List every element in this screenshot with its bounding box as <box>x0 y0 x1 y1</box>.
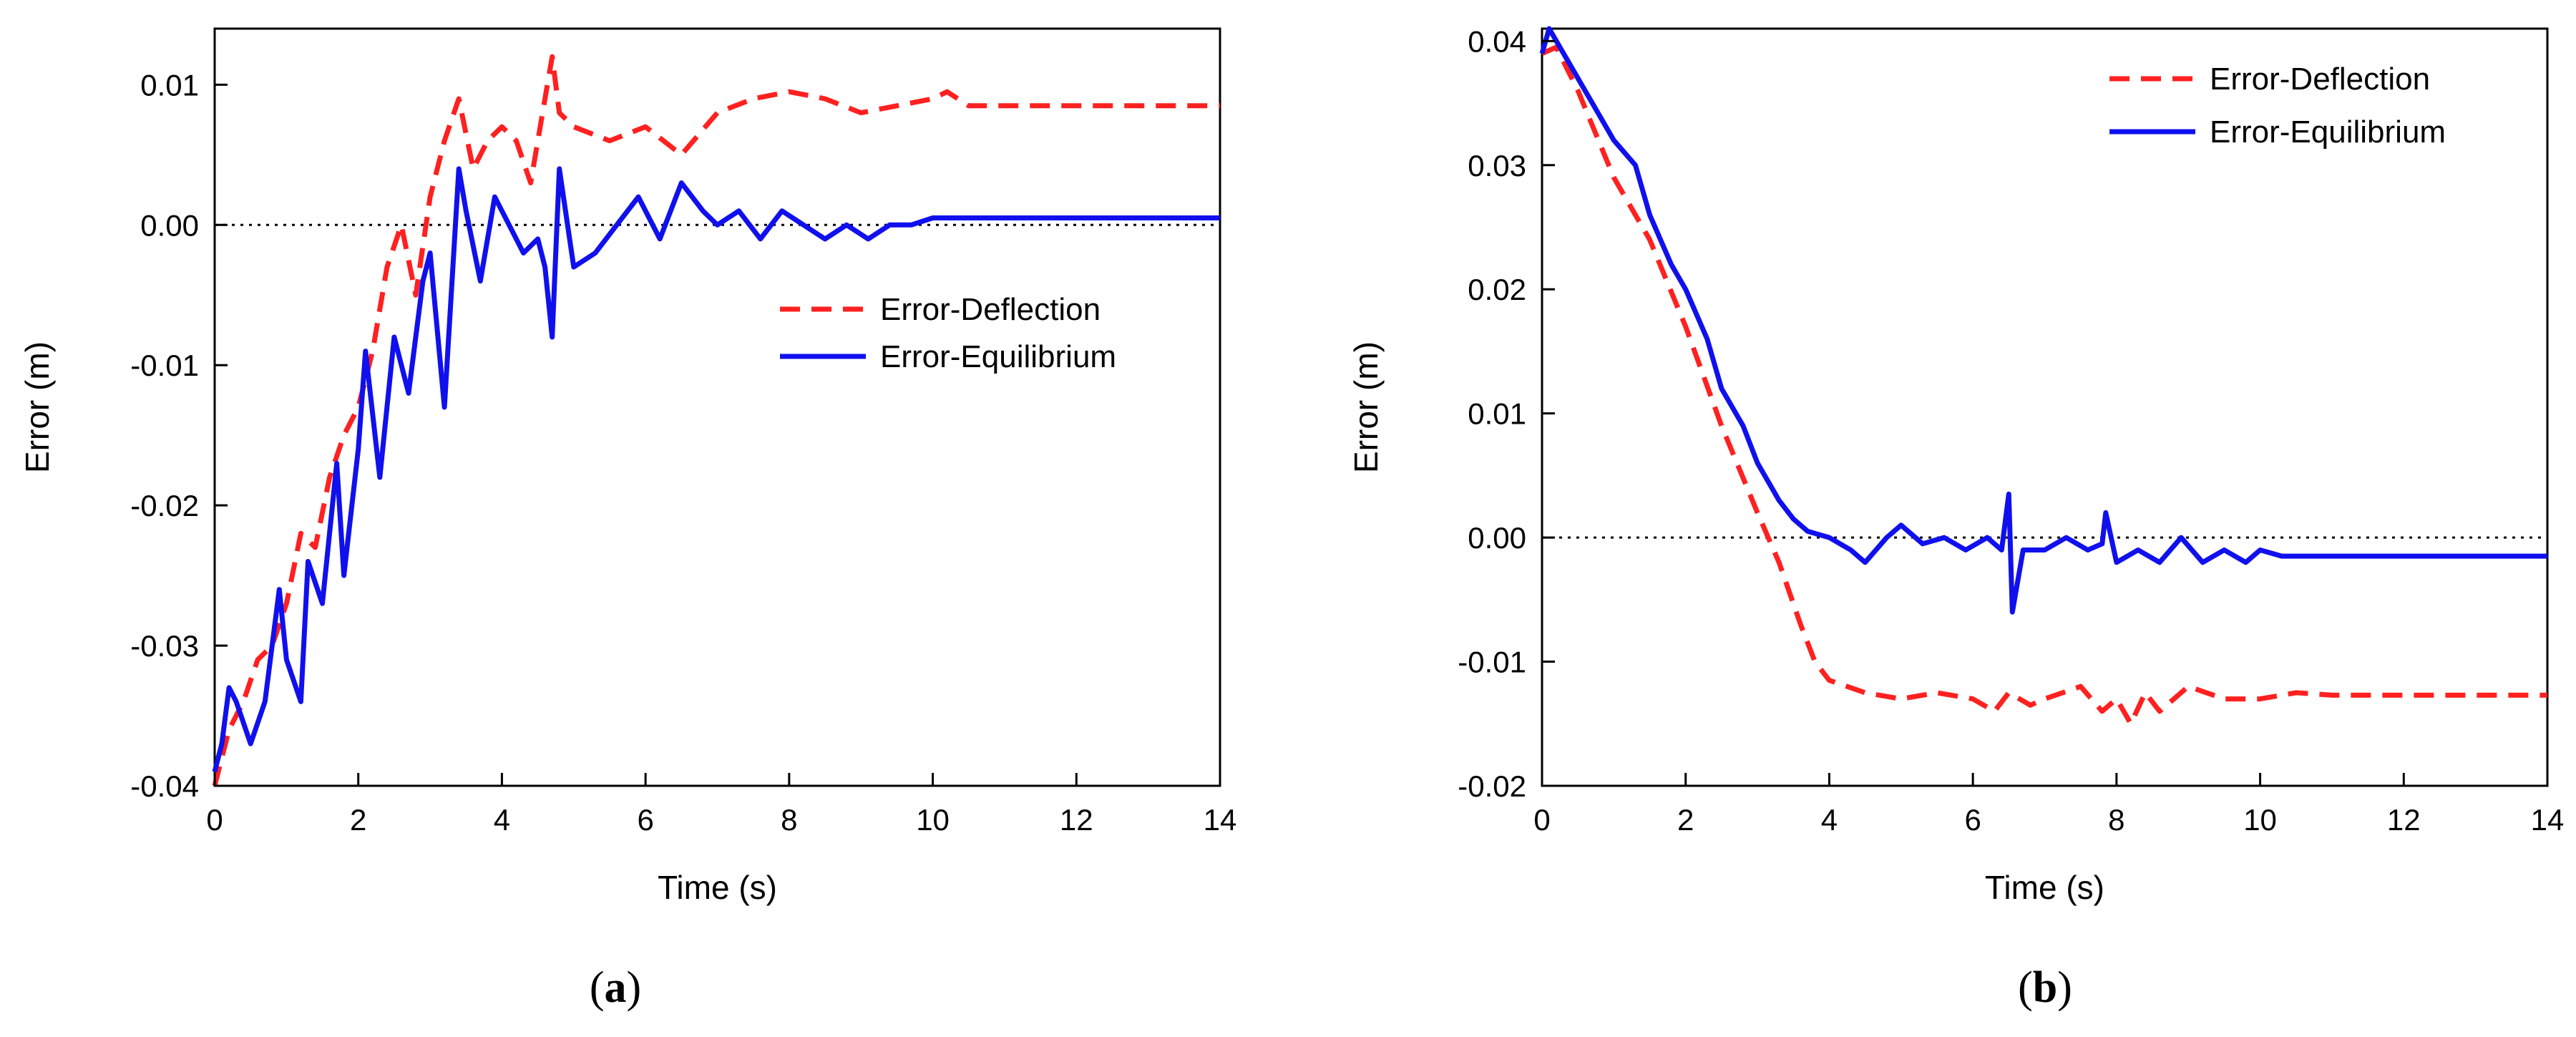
y-tick-label: 0.04 <box>1468 24 1526 58</box>
y-tick-label: -0.02 <box>130 489 199 522</box>
y-tick-label: -0.03 <box>130 629 199 663</box>
y-tick-label: 0.01 <box>140 68 199 102</box>
x-tick-label: 10 <box>916 803 950 837</box>
series-line-error-equilibrium <box>212 166 1220 773</box>
plot-frame <box>213 27 1221 787</box>
series-line-error-deflection <box>1541 44 2547 726</box>
series-layer <box>1539 26 2547 726</box>
y-axis-title: Error (m) <box>1347 341 1385 473</box>
x-tick-label: 2 <box>350 803 366 837</box>
chart-panel-a: 0 2 4 6 8 10 12 14 -0.04 -0.03 -0.02 -0.01 0.00 0.01… <box>19 27 1236 1012</box>
x-tick-label: 10 <box>2243 803 2277 837</box>
y-tick-label: -0.01 <box>130 349 199 382</box>
panel-caption-b: (b) <box>2018 963 2072 1012</box>
series-layer <box>212 54 1220 787</box>
y-tick-label: -0.02 <box>1458 769 1526 803</box>
legend-label-error-deflection: Error-Deflection <box>880 292 1101 327</box>
legend: Error-Deflection Error-Equilibrium <box>780 292 1116 374</box>
y-tick-label: 0.01 <box>1468 397 1526 431</box>
x-tick-label: 12 <box>2387 803 2421 837</box>
y-tick-label: 0.00 <box>140 208 199 242</box>
legend: Error-Deflection Error-Equilibrium <box>2109 62 2446 150</box>
x-tick-label: 0 <box>206 803 223 837</box>
x-tick-label: 4 <box>1821 803 1838 837</box>
y-tick-label: 0.02 <box>1468 273 1526 306</box>
x-tick-label: 12 <box>1060 803 1093 837</box>
series-line-error-equilibrium <box>1539 26 2547 615</box>
y-tick-label: -0.04 <box>130 769 199 803</box>
x-axis-title: Time (s) <box>658 869 777 906</box>
x-axis-ticks: 0 2 4 6 8 10 12 14 <box>206 773 1236 837</box>
panel-letter-a: a <box>605 963 627 1012</box>
plot-frame <box>1541 27 2549 787</box>
x-tick-label: 4 <box>494 803 510 837</box>
y-tick-label: 0.03 <box>1468 149 1526 182</box>
x-tick-label: 2 <box>1677 803 1694 837</box>
y-tick-label: -0.01 <box>1458 646 1526 679</box>
series-line-error-deflection <box>212 54 1220 787</box>
chart-panel-b: 0 2 4 6 8 10 12 14 -0.02 -0.01 0.00 0.01 0.02 0.03 0.… <box>1347 24 2564 1012</box>
x-tick-label: 8 <box>781 803 797 837</box>
legend-label-error-equilibrium: Error-Equilibrium <box>2210 115 2446 150</box>
y-axis-ticks: -0.04 -0.03 -0.02 -0.01 0.00 0.01 <box>130 68 228 803</box>
x-axis-ticks: 0 2 4 6 8 10 12 14 <box>1533 773 2564 837</box>
x-tick-label: 6 <box>637 803 653 837</box>
y-tick-label: 0.00 <box>1468 521 1526 555</box>
y-axis-title: Error (m) <box>19 341 56 473</box>
x-tick-label: 0 <box>1533 803 1550 837</box>
panel-caption-a: (a) <box>590 963 641 1012</box>
legend-label-error-equilibrium: Error-Equilibrium <box>880 339 1116 374</box>
x-tick-label: 8 <box>2108 803 2124 837</box>
legend-label-error-deflection: Error-Deflection <box>2210 62 2430 97</box>
x-tick-label: 14 <box>1204 803 1237 837</box>
x-axis-title: Time (s) <box>1985 869 2104 906</box>
panel-letter-b: b <box>2033 963 2057 1012</box>
y-axis-ticks: -0.02 -0.01 0.00 0.01 0.02 0.03 0.04 <box>1458 24 1555 803</box>
x-tick-label: 14 <box>2531 803 2565 837</box>
x-tick-label: 6 <box>1964 803 1981 837</box>
